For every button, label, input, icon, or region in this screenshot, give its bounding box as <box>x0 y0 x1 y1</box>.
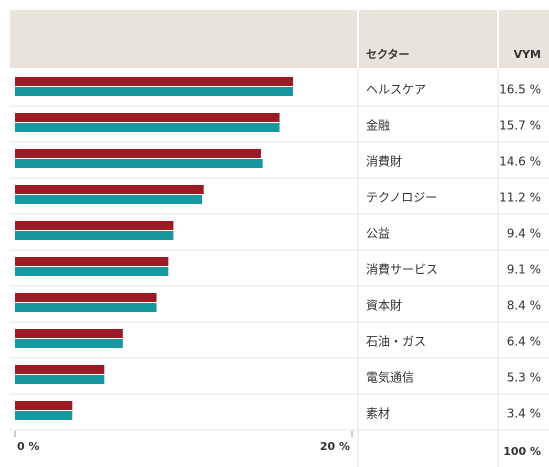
column-header: セクター <box>366 48 410 61</box>
value-label: 6.4 % <box>507 335 541 349</box>
bar <box>15 221 174 230</box>
bar <box>15 159 263 168</box>
bar <box>15 195 203 204</box>
sector-label: 資本財 <box>366 298 402 313</box>
x-tick-label: 0 % <box>17 440 40 453</box>
bar <box>15 87 294 96</box>
bar <box>15 113 280 122</box>
value-label: 15.7 % <box>499 119 541 133</box>
value-label: 8.4 % <box>507 299 541 313</box>
bar <box>15 365 105 374</box>
bar <box>15 77 294 86</box>
sector-label: テクノロジー <box>366 191 437 205</box>
bar <box>15 149 262 158</box>
value-label: 11.2 % <box>499 191 541 205</box>
bar <box>15 185 204 194</box>
sector-label: 電気通信 <box>366 370 414 385</box>
sector-label: 石油・ガス <box>366 335 426 349</box>
sector-label: 消費財 <box>366 154 402 169</box>
sector-label: 消費サービス <box>366 262 438 277</box>
value-label: 16.5 % <box>499 83 541 97</box>
value-label: 5.3 % <box>507 371 541 385</box>
sector-label: 公益 <box>366 227 390 241</box>
header-cell <box>499 10 549 68</box>
sector-label: 素材 <box>366 407 390 421</box>
bar <box>15 411 73 420</box>
column-header: VYM <box>514 48 541 61</box>
bar <box>15 339 123 348</box>
bar <box>15 267 169 276</box>
value-label: 3.4 % <box>507 407 541 421</box>
sector-label: 金融 <box>366 118 390 133</box>
x-tick-label: 20 % <box>320 440 350 453</box>
value-label: 9.4 % <box>507 227 541 241</box>
sector-label: ヘルスケア <box>366 83 426 97</box>
bar <box>15 303 157 312</box>
header-cell <box>10 10 357 68</box>
header-cell <box>359 10 497 68</box>
bar <box>15 293 157 302</box>
total-label: 100 % <box>503 445 541 458</box>
value-label: 14.6 % <box>499 155 541 169</box>
bar <box>15 375 105 384</box>
bar <box>15 231 174 240</box>
bar <box>15 401 73 410</box>
bar <box>15 123 280 132</box>
value-label: 9.1 % <box>507 263 541 277</box>
bar <box>15 257 169 266</box>
bar <box>15 329 123 338</box>
